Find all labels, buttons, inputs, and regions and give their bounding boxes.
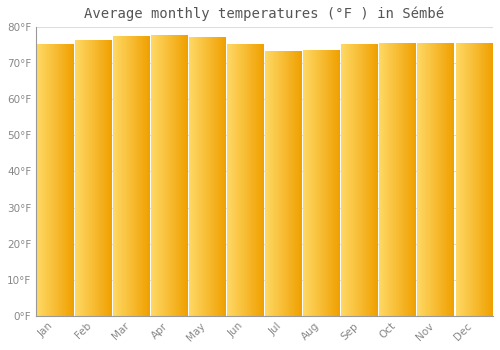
- Title: Average monthly temperatures (°F ) in Sémbé: Average monthly temperatures (°F ) in Sé…: [84, 7, 444, 21]
